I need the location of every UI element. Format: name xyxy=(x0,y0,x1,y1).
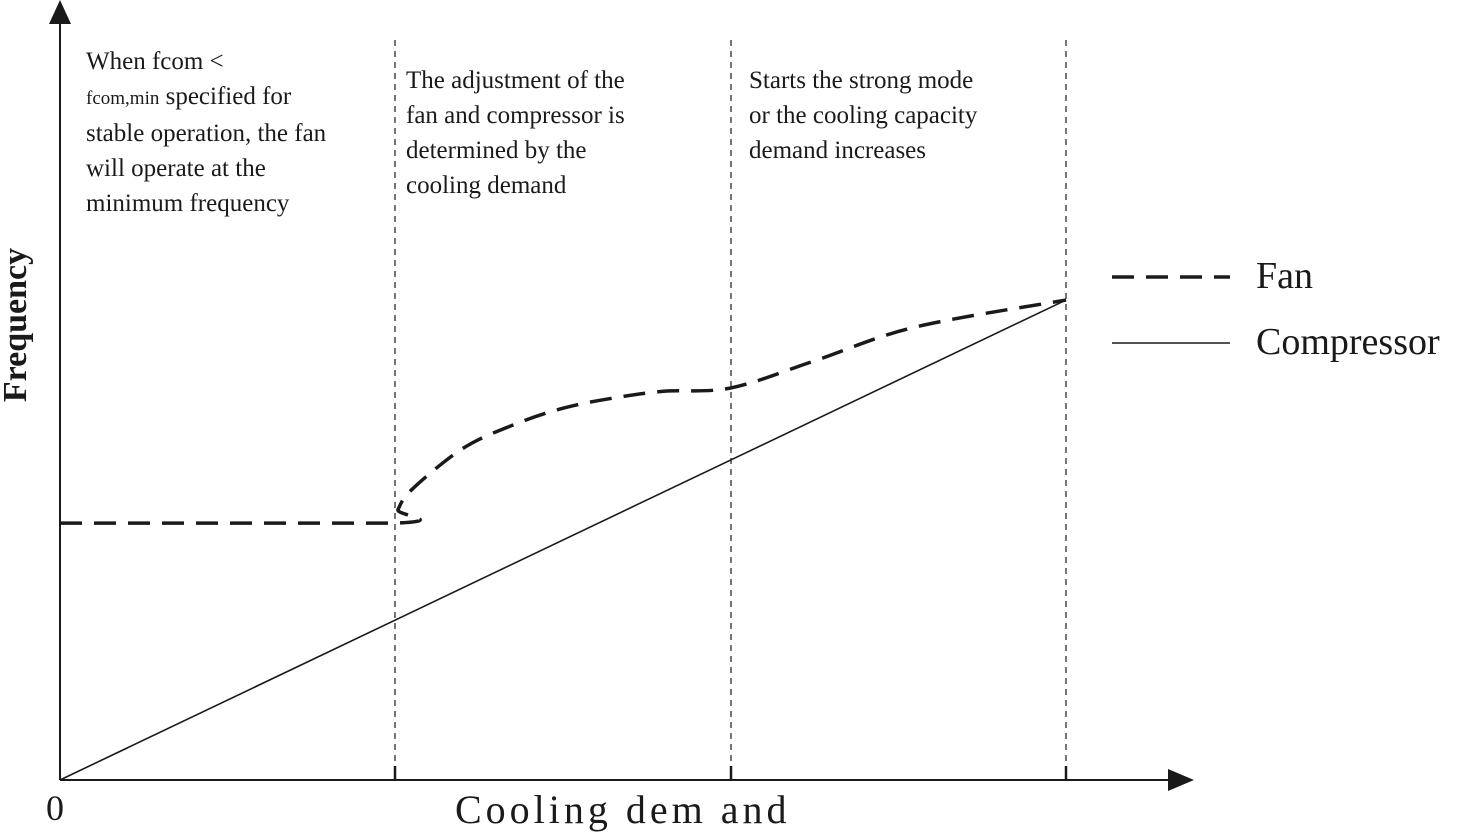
region-3-line-3: demand increases xyxy=(749,137,927,164)
region-2-line-2: fan and compressor is xyxy=(406,102,625,129)
region-1-annotation: When fcom < fcom,min specified for stable … xyxy=(86,44,326,221)
region-1-line-3: stable operation, the fan xyxy=(86,120,327,147)
fcom-min-term: fcom,min xyxy=(86,88,160,109)
fan-series-line xyxy=(60,298,1067,525)
region-2-line-1: The adjustment of the xyxy=(406,67,625,94)
legend-label-fan: Fan xyxy=(1256,255,1313,297)
region-1-line-4: will operate at the xyxy=(86,155,266,182)
region-3-line-2: or the cooling capacity xyxy=(749,102,978,129)
region-2-line-4: cooling demand xyxy=(406,172,567,199)
y-axis-arrow xyxy=(49,0,71,24)
origin-label: 0 xyxy=(46,788,64,828)
region-3-annotation: Starts the strong mode or the cooling cap… xyxy=(749,63,977,168)
region-1-line-1: When fcom < xyxy=(86,48,224,75)
region-2-annotation: The adjustment of the fan and compressor … xyxy=(406,63,625,203)
compressor-series-line xyxy=(59,299,1067,781)
legend-label-compressor: Compressor xyxy=(1256,321,1440,363)
region-1-line-5: minimum frequency xyxy=(86,190,290,217)
y-axis-label: Frequency xyxy=(0,247,34,403)
region-2-line-3: determined by the xyxy=(406,137,587,164)
region-1-line-2: fcom,min specified for xyxy=(86,83,292,110)
x-axis-label: Cooling dem and xyxy=(455,787,791,832)
x-axis-arrow xyxy=(1168,769,1194,791)
region-3-line-1: Starts the strong mode xyxy=(749,67,974,94)
